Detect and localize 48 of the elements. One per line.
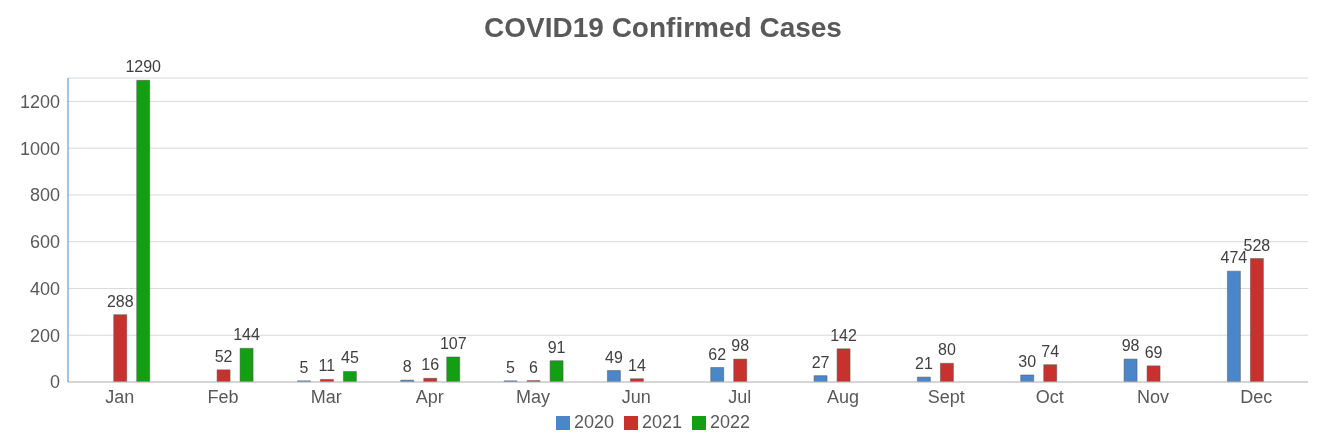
- data-label: 5: [506, 358, 516, 376]
- data-label: 74: [1041, 342, 1060, 360]
- data-label: 11: [318, 357, 336, 375]
- data-label: 1290: [125, 58, 162, 76]
- data-label: 80: [938, 341, 956, 359]
- data-label: 14: [628, 356, 646, 374]
- x-tick-label: Apr: [415, 386, 444, 407]
- data-label: 30: [1018, 352, 1037, 370]
- data-label: 62: [708, 345, 727, 363]
- x-tick-label: May: [515, 386, 551, 407]
- data-label: 107: [439, 334, 467, 352]
- data-label: 288: [106, 292, 134, 310]
- x-tick-label: Jan: [105, 386, 135, 407]
- y-tick-label: 1000: [19, 138, 60, 159]
- y-tick-label: 400: [29, 278, 60, 299]
- x-tick-label: Jul: [728, 386, 752, 407]
- legend-label: 2021: [641, 412, 683, 432]
- data-label: 144: [233, 326, 261, 344]
- data-label: 91: [547, 338, 566, 356]
- x-tick-label: Dec: [1240, 386, 1273, 407]
- data-label: 49: [605, 348, 623, 366]
- data-label: 69: [1144, 343, 1163, 361]
- legend-label: 2022: [710, 412, 751, 432]
- data-label: 98: [1121, 337, 1140, 355]
- data-label: 16: [421, 356, 440, 374]
- data-label: 27: [811, 353, 830, 371]
- data-label: 21: [915, 355, 933, 373]
- x-tick-label: Sept: [927, 386, 965, 407]
- y-tick-label: 800: [29, 185, 60, 206]
- data-label: 8: [402, 358, 412, 376]
- x-tick-label: Nov: [1136, 386, 1170, 407]
- x-tick-label: Aug: [826, 386, 860, 407]
- x-tick-label: Feb: [207, 386, 239, 407]
- y-tick-label: 600: [29, 232, 60, 253]
- x-tick-label: Jun: [621, 386, 651, 407]
- x-tick-label: Oct: [1035, 386, 1064, 407]
- data-label: 142: [830, 326, 858, 344]
- data-label: 98: [731, 337, 750, 355]
- y-tick-label: 1200: [19, 91, 60, 112]
- data-label: 45: [341, 349, 359, 367]
- y-tick-label: 200: [29, 325, 60, 346]
- data-label: 5: [299, 358, 309, 376]
- legend-label: 2020: [573, 412, 614, 432]
- y-tick-label: 0: [49, 372, 60, 393]
- data-label: 52: [214, 347, 233, 365]
- x-tick-label: Mar: [310, 386, 342, 407]
- data-label: 6: [529, 358, 539, 376]
- chart-title: COVID19 Confirmed Cases: [483, 11, 843, 45]
